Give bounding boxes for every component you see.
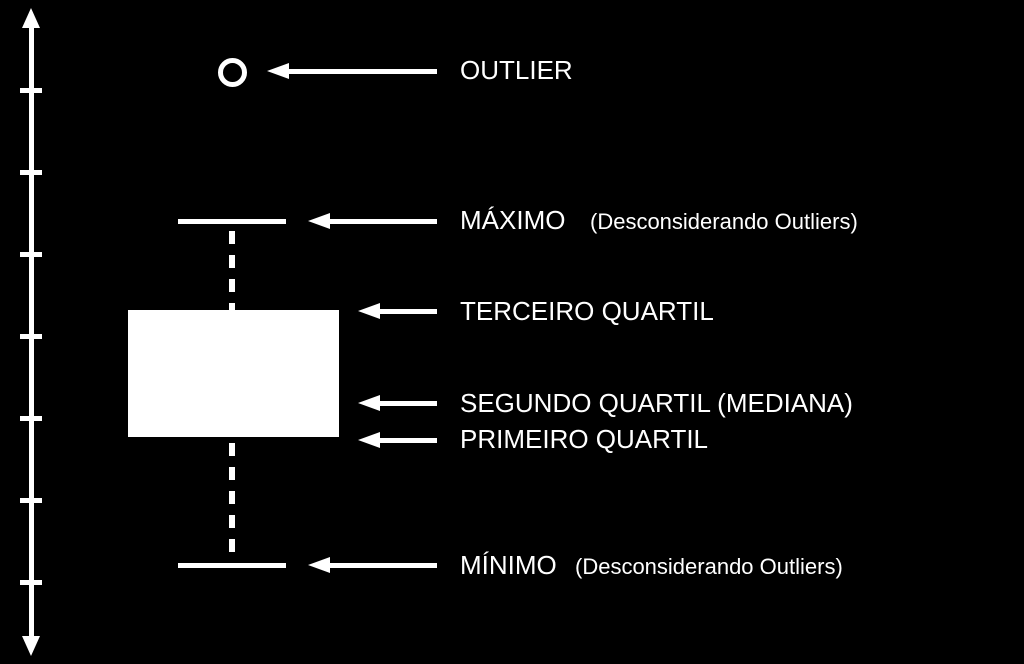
q1-label: PRIMEIRO QUARTIL xyxy=(460,424,708,455)
max-sublabel: (Desconsiderando Outliers) xyxy=(590,209,858,235)
min-sublabel: (Desconsiderando Outliers) xyxy=(575,554,843,580)
arrow-icon xyxy=(358,303,380,319)
outlier-marker xyxy=(218,58,247,87)
outlier-label: OUTLIER xyxy=(460,55,573,86)
arrow-icon xyxy=(358,395,380,411)
lower-whisker xyxy=(229,443,235,552)
axis-tick xyxy=(20,252,42,257)
axis-tick xyxy=(20,334,42,339)
y-axis-line xyxy=(29,24,34,640)
arrow-shaft xyxy=(328,563,437,568)
y-axis-arrow-up xyxy=(22,8,40,28)
max-label: MÁXIMO xyxy=(460,205,565,236)
boxplot-diagram: OUTLIER MÁXIMO (Desconsiderando Outliers… xyxy=(0,0,1024,664)
axis-tick xyxy=(20,498,42,503)
upper-whisker xyxy=(229,231,235,311)
axis-tick xyxy=(20,580,42,585)
arrow-icon xyxy=(308,557,330,573)
arrow-shaft xyxy=(287,69,437,74)
arrow-shaft xyxy=(328,219,437,224)
arrow-icon xyxy=(308,213,330,229)
q3-label: TERCEIRO QUARTIL xyxy=(460,296,714,327)
arrow-icon xyxy=(267,63,289,79)
min-label: MÍNIMO xyxy=(460,550,557,581)
arrow-shaft xyxy=(378,438,437,443)
axis-tick xyxy=(20,416,42,421)
arrow-shaft xyxy=(378,309,437,314)
whisker-cap-max xyxy=(178,219,286,224)
arrow-icon xyxy=(358,432,380,448)
whisker-cap-min xyxy=(178,563,286,568)
arrow-shaft xyxy=(378,401,437,406)
box-body xyxy=(128,310,339,437)
q2-label: SEGUNDO QUARTIL (MEDIANA) xyxy=(460,388,853,419)
y-axis-arrow-down xyxy=(22,636,40,656)
axis-tick xyxy=(20,88,42,93)
axis-tick xyxy=(20,170,42,175)
